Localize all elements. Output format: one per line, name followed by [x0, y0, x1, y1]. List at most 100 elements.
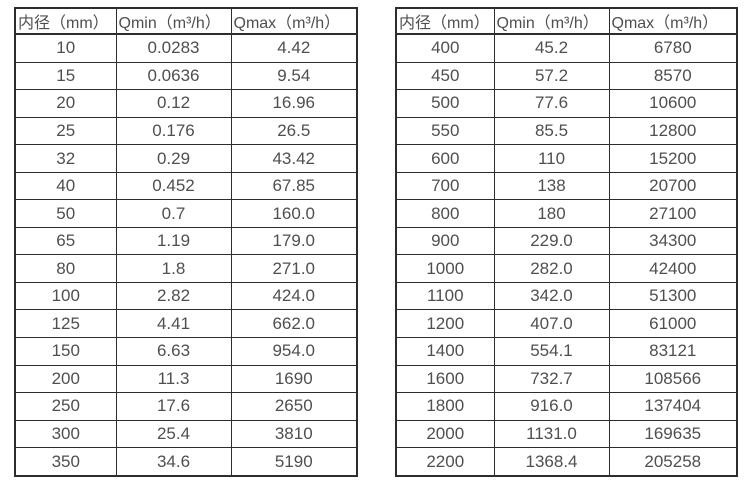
table-cell-qmin: 732.7	[493, 364, 610, 394]
table-cell-diameter: 150	[14, 337, 117, 366]
table-cell-diameter: 125	[14, 309, 117, 338]
table-cell-qmax: 61000	[608, 309, 738, 338]
table-cell-qmax: 108566	[608, 364, 738, 394]
table-cell-qmin: 45.2	[493, 33, 610, 63]
table-cell-qmax: 169635	[608, 419, 738, 449]
table-cell-qmin: 0.29	[115, 144, 232, 173]
table-cell-qmin: 57.2	[493, 61, 610, 91]
table-row: 1400 554.1 83121	[395, 337, 738, 366]
table-cell-qmax: 51300	[608, 281, 738, 311]
table-row: 125 4.41 662.0	[14, 309, 358, 338]
table-cell-qmin: 6.63	[115, 337, 232, 366]
table-cell-qmax: 67.85	[230, 171, 358, 201]
table-cell-qmin: 0.452	[115, 171, 232, 201]
header-cell-diameter: 内径（mm）	[14, 7, 117, 35]
table-cell-diameter: 100	[14, 281, 117, 311]
table-row: 15 0.0636 9.54	[14, 61, 358, 91]
table-row: 450 57.2 8570	[395, 61, 738, 91]
table-row: 250 17.6 2650	[14, 392, 358, 421]
table-row: 1200 407.0 61000	[395, 309, 738, 338]
table-cell-qmin: 11.3	[115, 364, 232, 394]
header-cell-qmax: Qmax（m³/h）	[608, 7, 738, 35]
table-cell-qmax: 12800	[608, 116, 738, 146]
table-row: 800 180 27100	[395, 199, 738, 228]
table-cell-qmax: 424.0	[230, 281, 358, 311]
table-row: 500 77.6 10600	[395, 89, 738, 118]
table-cell-diameter: 2200	[395, 447, 495, 477]
table-cell-qmin: 34.6	[115, 447, 232, 477]
header-cell-qmax: Qmax（m³/h）	[230, 7, 358, 35]
table-cell-qmin: 342.0	[493, 281, 610, 311]
table-row: 1100 342.0 51300	[395, 281, 738, 311]
table-cell-diameter: 900	[395, 226, 495, 256]
table-cell-diameter: 400	[395, 33, 495, 63]
table-cell-qmin: 2.82	[115, 281, 232, 311]
table-cell-diameter: 600	[395, 144, 495, 173]
table-row: 150 6.63 954.0	[14, 337, 358, 366]
table-cell-qmax: 20700	[608, 171, 738, 201]
table-cell-qmax: 43.42	[230, 144, 358, 173]
flow-table-small-diameters: 内径（mm） Qmin（m³/h） Qmax（m³/h） 10 0.0283 4.42 15…	[14, 7, 358, 477]
table-row: 700 138 20700	[395, 171, 738, 201]
table-cell-qmin: 1.8	[115, 254, 232, 283]
table-cell-diameter: 800	[395, 199, 495, 228]
table-cell-diameter: 250	[14, 392, 117, 421]
table-cell-diameter: 20	[14, 89, 117, 118]
table-cell-diameter: 350	[14, 447, 117, 477]
table-row: 550 85.5 12800	[395, 116, 738, 146]
table-row: 2200 1368.4 205258	[395, 447, 738, 477]
table-cell-diameter: 1100	[395, 281, 495, 311]
table-row: 1000 282.0 42400	[395, 254, 738, 283]
table-cell-qmax: 42400	[608, 254, 738, 283]
table-cell-qmax: 205258	[608, 447, 738, 477]
table-cell-qmin: 407.0	[493, 309, 610, 338]
table-cell-qmax: 1690	[230, 364, 358, 394]
table-row: 32 0.29 43.42	[14, 144, 358, 173]
table-cell-qmax: 34300	[608, 226, 738, 256]
table-cell-diameter: 50	[14, 199, 117, 228]
header-row: 内径（mm） Qmin（m³/h） Qmax（m³/h）	[14, 7, 358, 35]
table-row: 10 0.0283 4.42	[14, 33, 358, 63]
table-cell-diameter: 32	[14, 144, 117, 173]
table-cell-qmax: 83121	[608, 337, 738, 366]
table-cell-diameter: 500	[395, 89, 495, 118]
table-cell-diameter: 700	[395, 171, 495, 201]
table-cell-qmin: 282.0	[493, 254, 610, 283]
table-cell-qmax: 6780	[608, 33, 738, 63]
table-cell-qmin: 554.1	[493, 337, 610, 366]
table-row: 80 1.8 271.0	[14, 254, 358, 283]
table-cell-qmax: 3810	[230, 419, 358, 449]
table-cell-diameter: 65	[14, 226, 117, 256]
table-cell-qmax: 160.0	[230, 199, 358, 228]
table-cell-diameter: 15	[14, 61, 117, 91]
table-cell-diameter: 1000	[395, 254, 495, 283]
table-cell-qmax: 662.0	[230, 309, 358, 338]
table-cell-qmin: 77.6	[493, 89, 610, 118]
table-cell-qmax: 8570	[608, 61, 738, 91]
table-row: 300 25.4 3810	[14, 419, 358, 449]
table-cell-qmin: 0.0636	[115, 61, 232, 91]
table-cell-qmin: 916.0	[493, 392, 610, 421]
table-cell-qmin: 1.19	[115, 226, 232, 256]
table-cell-qmin: 25.4	[115, 419, 232, 449]
table-cell-qmin: 0.176	[115, 116, 232, 146]
header-cell-qmin: Qmin（m³/h）	[115, 7, 232, 35]
table-cell-qmax: 5190	[230, 447, 358, 477]
table-cell-qmax: 2650	[230, 392, 358, 421]
table-cell-diameter: 40	[14, 171, 117, 201]
table-cell-diameter: 450	[395, 61, 495, 91]
table-row: 200 11.3 1690	[14, 364, 358, 394]
table-cell-diameter: 300	[14, 419, 117, 449]
table-cell-qmin: 138	[493, 171, 610, 201]
table-row: 20 0.12 16.96	[14, 89, 358, 118]
table-cell-qmax: 26.5	[230, 116, 358, 146]
table-cell-qmax: 16.96	[230, 89, 358, 118]
table-cell-diameter: 1200	[395, 309, 495, 338]
table-row: 350 34.6 5190	[14, 447, 358, 477]
table-cell-qmax: 179.0	[230, 226, 358, 256]
table-cell-qmin: 110	[493, 144, 610, 173]
table-cell-qmin: 4.41	[115, 309, 232, 338]
table-cell-qmax: 271.0	[230, 254, 358, 283]
table-cell-diameter: 1800	[395, 392, 495, 421]
table-cell-qmin: 1368.4	[493, 447, 610, 477]
